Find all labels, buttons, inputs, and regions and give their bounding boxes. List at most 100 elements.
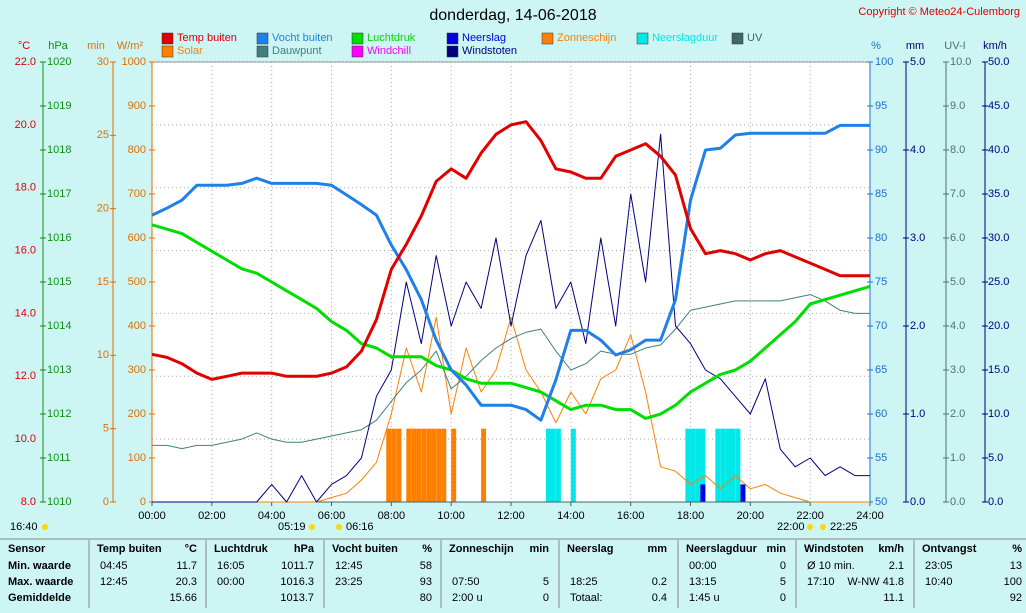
y-tick-label: 1.0 xyxy=(950,452,965,464)
sun-time: 22:00 xyxy=(777,521,805,533)
table-cell: 11.7 xyxy=(176,560,197,572)
y-tick-label: 1016 xyxy=(47,232,71,244)
bar xyxy=(730,428,736,502)
bar xyxy=(550,428,556,502)
table-header: % xyxy=(422,543,432,555)
y-tick-label: 20 xyxy=(97,203,109,215)
y-tick-label: 0.0 xyxy=(988,496,1003,508)
legend-label: Temp buiten xyxy=(177,32,237,44)
y-tick-label: 100 xyxy=(875,56,893,68)
y-tick-label: 700 xyxy=(128,188,146,200)
y-tick-label: 5.0 xyxy=(910,56,925,68)
sun-icon xyxy=(336,524,342,530)
axis-unit: % xyxy=(871,40,881,52)
y-tick-label: 5 xyxy=(103,423,109,435)
x-tick-label: 14:00 xyxy=(557,510,585,522)
line xyxy=(151,223,871,420)
table-cell: 18:25 xyxy=(570,576,598,588)
y-tick-label: 5.0 xyxy=(950,276,965,288)
y-tick-label: 10.0 xyxy=(15,433,36,445)
table-cell: 1013.7 xyxy=(280,592,314,604)
x-tick-label: 04:00 xyxy=(258,510,286,522)
y-tick-label: 900 xyxy=(128,100,146,112)
legend-swatch xyxy=(636,32,649,45)
y-tick-label: 200 xyxy=(128,408,146,420)
table-header: Sensor xyxy=(8,543,46,555)
y-tick-label: 0.0 xyxy=(910,496,925,508)
table-cell: 11.1 xyxy=(883,592,904,604)
table-header: Neerslagduur xyxy=(686,543,758,555)
table-cell: 0 xyxy=(780,560,786,572)
table-cell: 23:25 xyxy=(335,576,363,588)
y-tick-label: 50 xyxy=(875,496,887,508)
y-tick-label: 8.0 xyxy=(21,496,36,508)
table-cell: 92 xyxy=(1010,592,1022,604)
y-tick-label: 400 xyxy=(128,320,146,332)
y-tick-label: 3.0 xyxy=(950,364,965,376)
sun-time: 16:40 xyxy=(10,521,38,533)
table-cell: 00:00 xyxy=(217,576,245,588)
table-cell: 1011.7 xyxy=(281,560,314,572)
x-tick-label: 18:00 xyxy=(677,510,705,522)
bar xyxy=(700,484,706,502)
y-tick-label: 3.0 xyxy=(910,232,925,244)
x-tick-label: 06:00 xyxy=(318,510,346,522)
sun-time: 06:16 xyxy=(346,521,374,533)
table-cell: 100 xyxy=(1004,576,1022,588)
legend-label: Windstoten xyxy=(462,45,517,57)
row-label: Gemiddelde xyxy=(8,592,71,604)
table-cell: 12:45 xyxy=(335,560,363,572)
table-cell: 2.1 xyxy=(889,560,904,572)
y-tick-label: 1019 xyxy=(47,100,71,112)
legend-swatch xyxy=(161,45,174,58)
y-tick-label: 60 xyxy=(875,408,887,420)
bar xyxy=(725,428,731,502)
x-tick-label: 08:00 xyxy=(378,510,406,522)
table-cell: 10:40 xyxy=(925,576,953,588)
bar xyxy=(421,428,427,502)
bar xyxy=(386,428,392,502)
x-tick-label: 24:00 xyxy=(856,510,884,522)
legend-swatch xyxy=(351,45,364,58)
table-header: % xyxy=(1012,543,1022,555)
y-tick-label: 25.0 xyxy=(988,276,1009,288)
bar xyxy=(715,428,721,502)
y-tick-label: 95 xyxy=(875,100,887,112)
bar xyxy=(431,428,437,502)
axis-unit: mm xyxy=(906,40,924,52)
bar xyxy=(555,428,561,502)
axis-unit: hPa xyxy=(48,40,68,52)
axis-unit: W/m² xyxy=(117,40,144,52)
table-header: °C xyxy=(185,543,197,555)
table-header: Temp buiten xyxy=(97,543,162,555)
legend-label: Vocht buiten xyxy=(272,32,333,44)
table-cell: 13 xyxy=(1010,560,1022,572)
table-header: Neerslag xyxy=(567,543,613,555)
bar xyxy=(740,484,746,502)
table-cell: 0.4 xyxy=(652,592,667,604)
table-header: Zonneschijn xyxy=(449,543,514,555)
y-tick-label: 55 xyxy=(875,452,887,464)
legend-label: Neerslagduur xyxy=(652,32,718,44)
legend-label: UV xyxy=(747,32,763,44)
table-header: Ontvangst xyxy=(922,543,977,555)
legend-label: Luchtdruk xyxy=(367,32,416,44)
y-tick-label: 14.0 xyxy=(15,307,36,319)
y-tick-label: 2.0 xyxy=(950,408,965,420)
table-cell: 2:00 u xyxy=(452,592,483,604)
sun-time: 22:25 xyxy=(830,521,858,533)
y-tick-label: 1014 xyxy=(47,320,71,332)
table-cell: Ø 10 min. xyxy=(807,560,855,572)
table-cell: 23:05 xyxy=(925,560,953,572)
bar xyxy=(406,428,412,502)
sun-icon xyxy=(807,524,813,530)
bar xyxy=(391,428,397,502)
y-tick-label: 0.0 xyxy=(950,496,965,508)
y-tick-label: 1017 xyxy=(47,188,71,200)
row-label: Max. waarde xyxy=(8,576,73,588)
legend-swatch xyxy=(256,45,269,58)
y-tick-label: 1015 xyxy=(47,276,71,288)
bar xyxy=(441,428,447,502)
